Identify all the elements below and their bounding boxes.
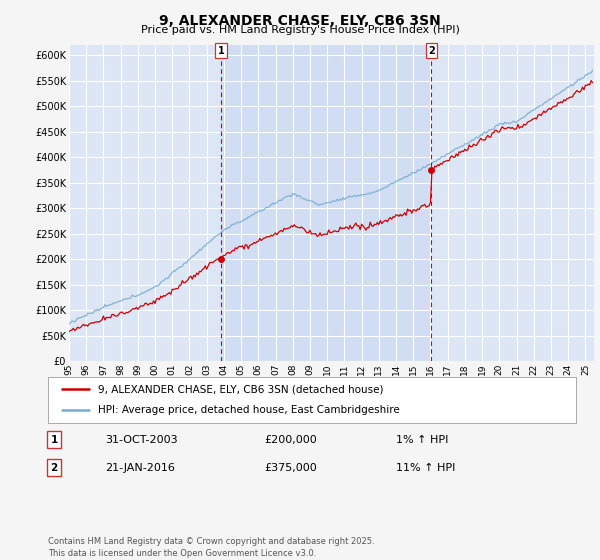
Text: 2: 2 xyxy=(428,46,435,56)
Text: Price paid vs. HM Land Registry's House Price Index (HPI): Price paid vs. HM Land Registry's House … xyxy=(140,25,460,35)
Text: 1% ↑ HPI: 1% ↑ HPI xyxy=(396,435,448,445)
Text: 21-JAN-2016: 21-JAN-2016 xyxy=(105,463,175,473)
Text: HPI: Average price, detached house, East Cambridgeshire: HPI: Average price, detached house, East… xyxy=(98,405,400,416)
Text: £200,000: £200,000 xyxy=(264,435,317,445)
Text: Contains HM Land Registry data © Crown copyright and database right 2025.
This d: Contains HM Land Registry data © Crown c… xyxy=(48,537,374,558)
Text: £375,000: £375,000 xyxy=(264,463,317,473)
Text: 9, ALEXANDER CHASE, ELY, CB6 3SN: 9, ALEXANDER CHASE, ELY, CB6 3SN xyxy=(159,14,441,28)
Text: 31-OCT-2003: 31-OCT-2003 xyxy=(105,435,178,445)
Text: 9, ALEXANDER CHASE, ELY, CB6 3SN (detached house): 9, ALEXANDER CHASE, ELY, CB6 3SN (detach… xyxy=(98,384,383,394)
Text: 11% ↑ HPI: 11% ↑ HPI xyxy=(396,463,455,473)
Text: 2: 2 xyxy=(50,463,58,473)
Bar xyxy=(221,45,431,361)
Text: 1: 1 xyxy=(50,435,58,445)
Text: 1: 1 xyxy=(218,46,224,56)
